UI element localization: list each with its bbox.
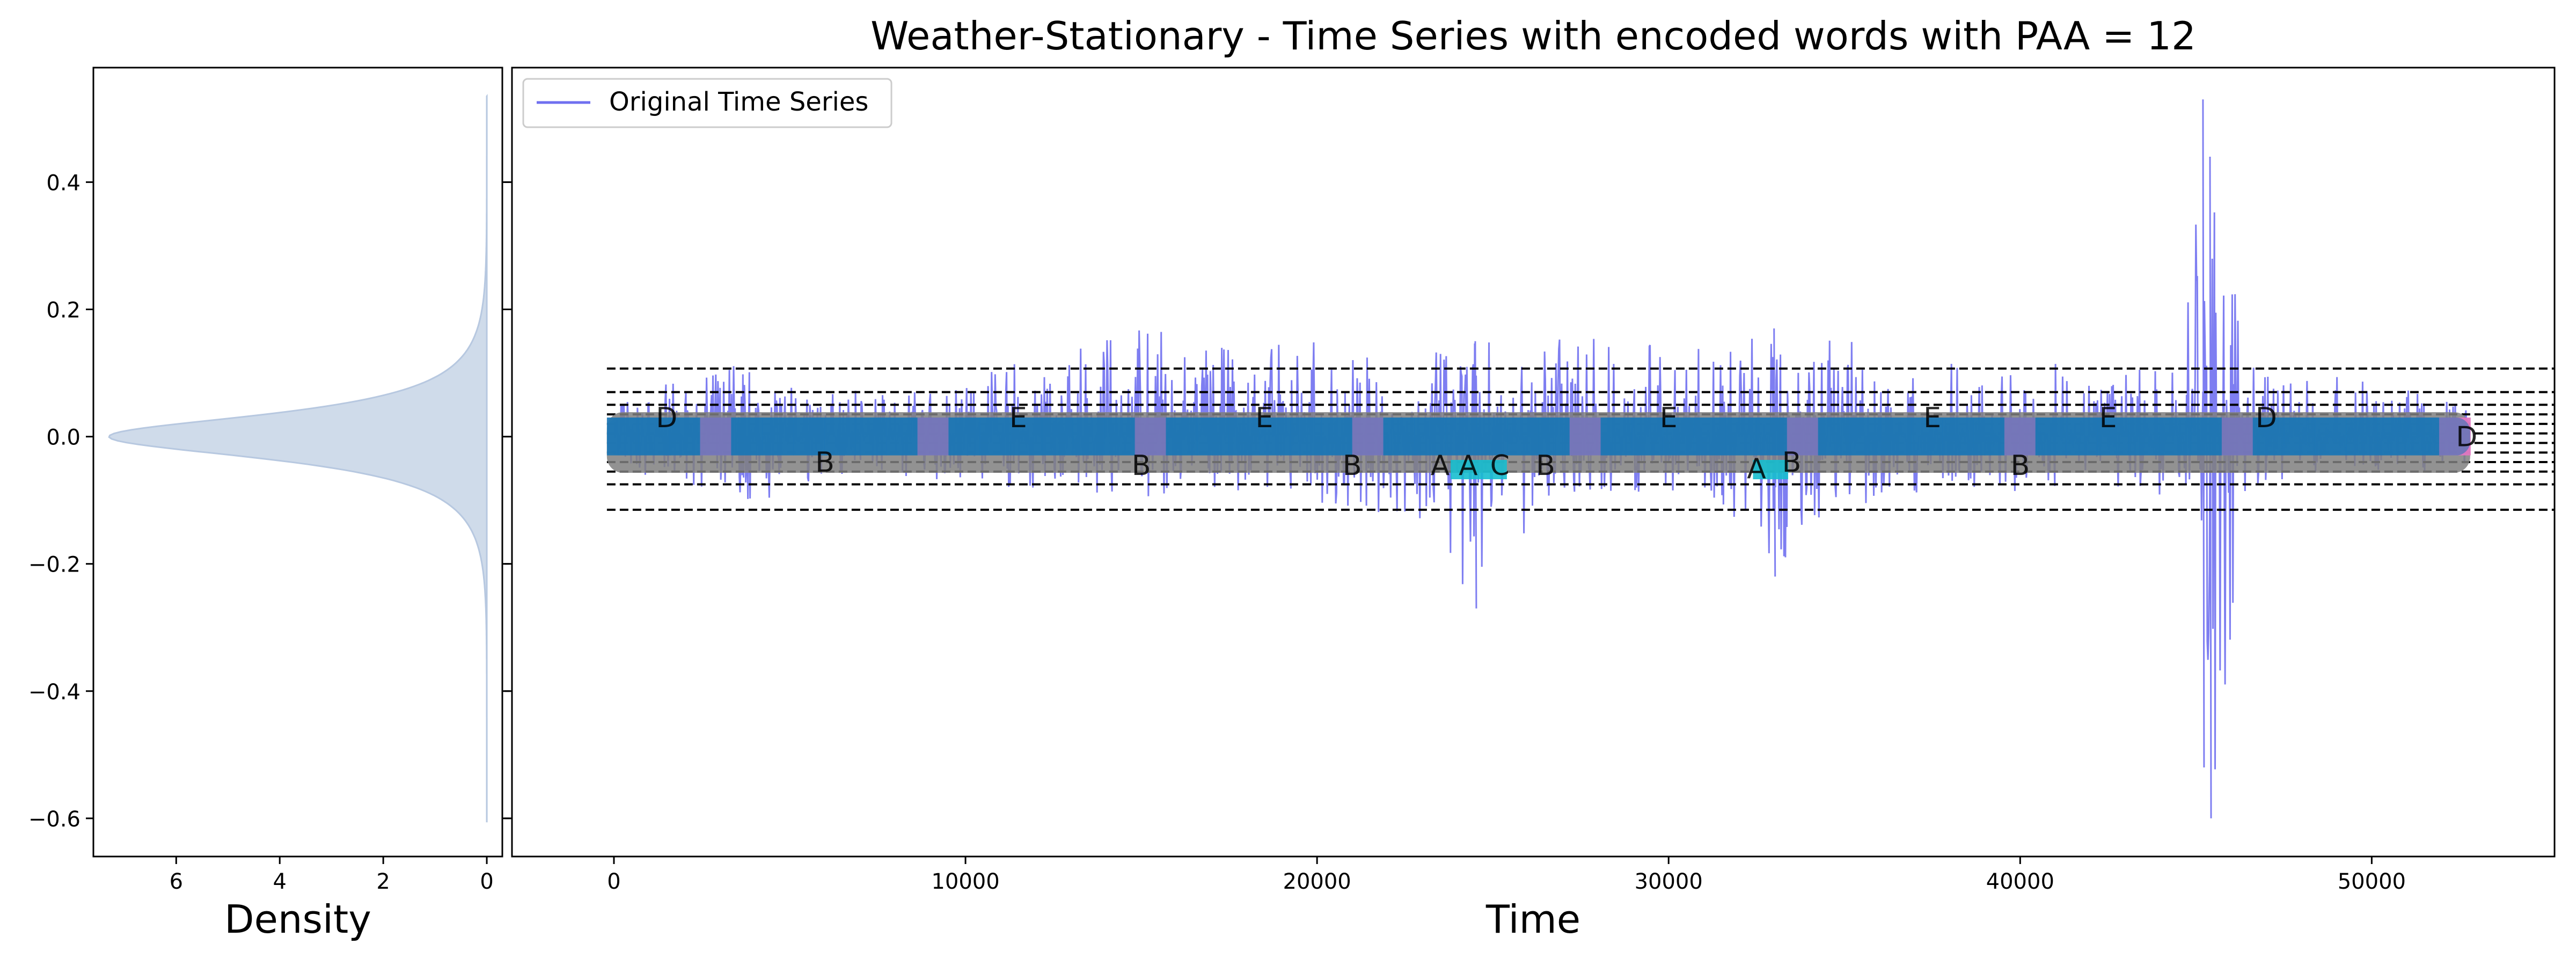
- encoded-word: E: [2099, 402, 2117, 434]
- encoded-band-cyan: [1451, 460, 1507, 479]
- encoded-word: E: [1660, 402, 1678, 434]
- density-axes-frame: [92, 67, 503, 858]
- encoded-band-overlay: [606, 418, 2470, 456]
- density-x-axis: 6 4 2 0: [170, 857, 494, 894]
- density-y-axis: 0.4 0.2 0.0 −0.2 −0.4 −0.6: [28, 171, 510, 832]
- density-x-axis-label: Density: [224, 897, 371, 942]
- time-series-x-tick-label: 10000: [931, 869, 999, 894]
- encoded-word: A: [1747, 453, 1766, 485]
- legend: Original Time Series: [522, 78, 892, 128]
- time-series-x-tick-label: 0: [607, 869, 620, 894]
- encoded-word: B: [815, 447, 835, 479]
- density-x-tick-label: 2: [376, 869, 390, 894]
- time-series-x-axis: 0 10000 20000 30000 40000 50000: [607, 857, 2406, 894]
- density-panel: 0.4 0.2 0.0 −0.2 −0.4 −0.6 6 4 2 0 Density: [28, 67, 510, 942]
- chart-title: Weather-Stationary - Time Series with en…: [870, 13, 2196, 58]
- encoded-word: D: [2256, 402, 2277, 434]
- density-y-tick-label: 0.0: [46, 426, 80, 450]
- time-series-x-tick-label: 40000: [1986, 869, 2054, 894]
- density-y-tick-label: −0.2: [28, 553, 80, 577]
- density-x-tick-label: 6: [170, 869, 183, 894]
- encoded-word: B: [1536, 450, 1555, 482]
- time-series-x-axis-label: Time: [1485, 897, 1580, 942]
- legend-box: [522, 78, 892, 128]
- encoded-word: B: [1132, 450, 1151, 482]
- encoded-word: D: [2456, 421, 2477, 453]
- density-y-tick-label: −0.6: [28, 807, 80, 832]
- encoded-word: B: [2010, 450, 2030, 482]
- encoded-word: A: [1459, 450, 1478, 482]
- density-y-tick-label: 0.2: [46, 298, 80, 323]
- density-y-tick-label: 0.4: [46, 171, 80, 195]
- encoded-word: B: [1343, 450, 1362, 482]
- encoded-word: E: [1009, 402, 1027, 434]
- encoded-word: D: [656, 402, 677, 434]
- density-x-tick-label: 0: [480, 869, 493, 894]
- encoded-band-cyan: [1753, 460, 1788, 479]
- time-series-x-tick-label: 30000: [1635, 869, 1703, 894]
- time-series-x-tick-label: 50000: [2338, 869, 2406, 894]
- encoded-word: C: [1490, 450, 1510, 482]
- encoded-word: E: [1923, 402, 1941, 434]
- density-plot-area: [108, 93, 488, 823]
- encoded-word: A: [1431, 450, 1450, 482]
- time-series-y-axis: [504, 181, 512, 819]
- legend-label-original-time-series: Original Time Series: [609, 87, 868, 117]
- time-series-x-tick-label: 20000: [1283, 869, 1351, 894]
- density-x-tick-label: 4: [273, 869, 287, 894]
- encoded-word: E: [1255, 402, 1273, 434]
- density-curve: [108, 93, 488, 823]
- encoded-band: [606, 412, 2471, 479]
- density-y-tick-label: −0.4: [28, 680, 80, 705]
- time-series-axes-frame: [511, 67, 2556, 858]
- encoded-word: B: [1782, 447, 1802, 479]
